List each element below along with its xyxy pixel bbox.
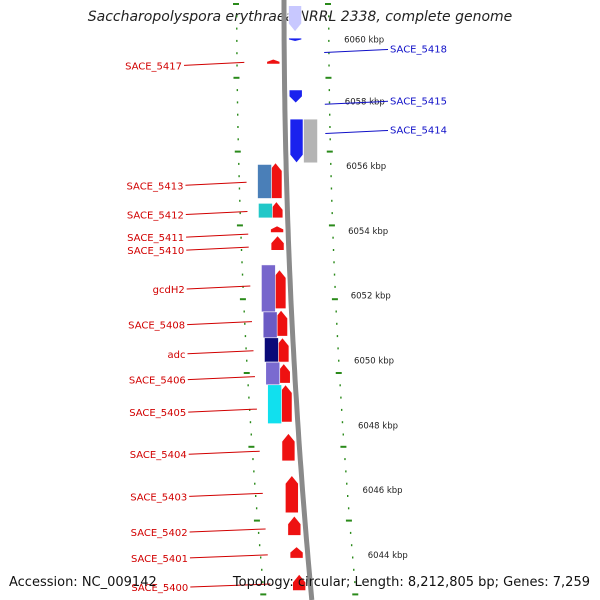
gene-label[interactable]: SACE_5411 [127, 233, 184, 244]
label-leader [186, 285, 251, 290]
gene-label[interactable]: SACE_5417 [125, 61, 182, 72]
tick-marks [233, 3, 359, 596]
gene-arrow[interactable] [266, 58, 281, 65]
gene-arrow[interactable] [287, 515, 302, 536]
gene-label[interactable]: gcdH2 [153, 285, 185, 296]
gene-label[interactable]: SACE_5406 [129, 376, 186, 387]
gene-label[interactable]: SACE_5408 [128, 321, 185, 332]
gene-label[interactable]: SACE_5400 [131, 583, 188, 594]
label-leader [188, 450, 260, 455]
label-leader [324, 48, 389, 53]
gene-label[interactable]: SACE_5402 [131, 528, 188, 539]
scale-label: 6048 kbp [358, 421, 398, 431]
label-leader [190, 583, 271, 588]
label-leader [186, 246, 249, 251]
label-leader [185, 210, 248, 215]
gene-arrow[interactable] [270, 225, 284, 233]
gene-arrow[interactable] [289, 546, 304, 559]
feature-block[interactable] [258, 203, 273, 219]
gene-arrow[interactable] [270, 235, 285, 251]
gene-label[interactable]: SACE_5418 [390, 44, 447, 55]
gene-label[interactable]: SACE_5404 [130, 450, 187, 461]
gene-label[interactable]: SACE_5413 [127, 181, 184, 192]
feature-block[interactable] [265, 361, 281, 386]
feature-block[interactable] [261, 264, 276, 313]
gene-label[interactable]: SACE_5405 [129, 408, 186, 419]
scale-label: 6054 kbp [348, 227, 388, 237]
gene-labels: SACE_5417 SACE_5413 SACE_5412 SACE_5411 SACE… [125, 44, 447, 594]
scale-label: 6044 kbp [368, 551, 408, 561]
gene-label[interactable]: SACE_5412 [127, 210, 184, 221]
genome-summary-text: Topology: circular; Length: 8,212,805 bp… [232, 575, 590, 590]
feature-block[interactable] [257, 164, 272, 199]
accession-text: Accession: NC_009142 [9, 575, 157, 590]
gene-arrow[interactable] [288, 5, 302, 33]
gene-arrow[interactable] [288, 89, 303, 104]
gene-label[interactable]: SACE_5410 [127, 246, 184, 257]
label-leader [189, 492, 263, 497]
feature-block[interactable] [264, 337, 279, 363]
label-leader [187, 350, 254, 355]
label-leader [188, 408, 257, 413]
scale-label: 6050 kbp [354, 356, 394, 366]
gene-label[interactable]: SACE_5415 [390, 96, 447, 107]
label-leader [184, 61, 245, 66]
gene-arrow[interactable] [285, 475, 299, 514]
label-leader [324, 100, 389, 105]
scale-label: 6052 kbp [351, 292, 391, 302]
genome-backbone [281, 0, 315, 600]
gene-label[interactable]: adc [168, 350, 186, 361]
scale-label: 6060 kbp [344, 35, 384, 45]
gene-label[interactable]: SACE_5414 [390, 125, 447, 136]
gene-arrow[interactable] [281, 432, 296, 462]
label-leader [185, 181, 247, 186]
scale-label: 6046 kbp [363, 486, 403, 496]
gene-label[interactable]: SACE_5403 [130, 492, 187, 503]
feature-block[interactable] [267, 384, 282, 424]
gene-arrow[interactable] [288, 37, 302, 42]
label-leader [186, 233, 249, 238]
label-leader [325, 129, 389, 134]
label-leader [189, 528, 266, 533]
scale-label: 6056 kbp [346, 162, 386, 172]
label-leader [187, 376, 255, 381]
feature-block[interactable] [262, 311, 278, 339]
feature-block[interactable] [303, 118, 318, 164]
gene-arrow[interactable] [292, 573, 306, 591]
gene-arrow[interactable] [289, 118, 304, 164]
gene-label[interactable]: SACE_5401 [131, 554, 188, 565]
label-leader [187, 321, 253, 326]
label-leader [189, 554, 268, 559]
gene-features [257, 5, 318, 591]
